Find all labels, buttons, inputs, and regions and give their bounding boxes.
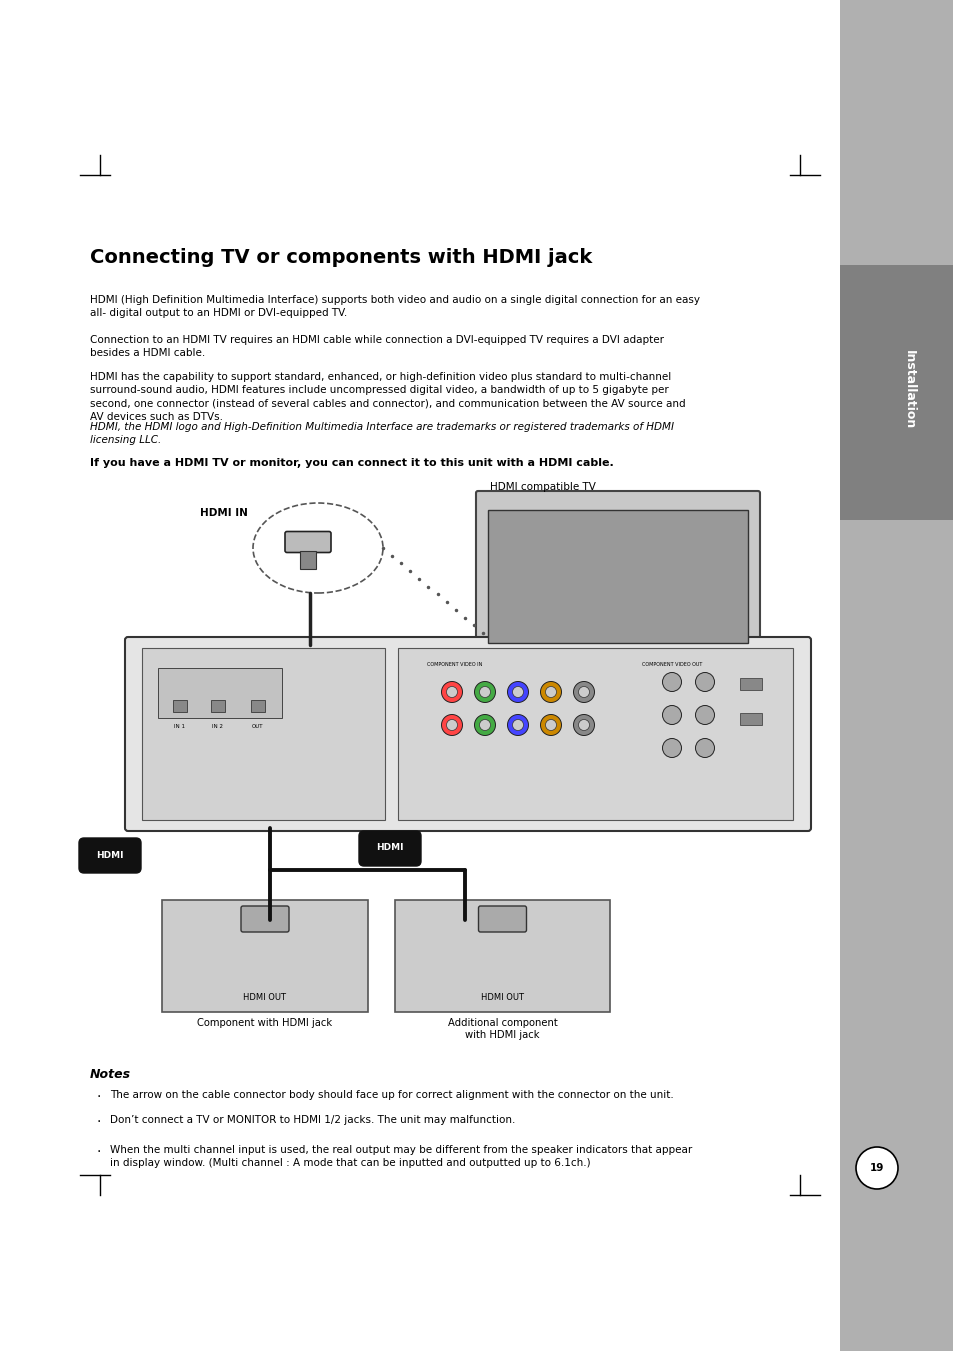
Circle shape [661,739,680,758]
Circle shape [446,720,457,731]
Text: Notes: Notes [90,1069,131,1081]
Text: 19: 19 [869,1163,883,1173]
FancyBboxPatch shape [125,638,810,831]
Circle shape [540,681,561,703]
Text: HDMI IN: HDMI IN [200,508,248,517]
FancyBboxPatch shape [476,490,760,661]
Circle shape [695,673,714,692]
Circle shape [695,739,714,758]
Text: HDMI OUT: HDMI OUT [243,993,286,1002]
Text: HDMI: HDMI [233,676,251,681]
Text: OUT: OUT [252,724,263,730]
Bar [397,648,792,820]
Text: Component with HDMI jack: Component with HDMI jack [197,1019,333,1028]
Circle shape [507,681,528,703]
Bar [299,550,315,569]
Bar [488,509,747,643]
Bar [840,265,953,520]
Circle shape [578,720,589,731]
Circle shape [661,673,680,692]
Bar [142,648,385,820]
Bar [740,678,761,690]
Text: When the multi channel input is used, the real output may be different from the : When the multi channel input is used, th… [110,1146,692,1169]
Text: IN 1: IN 1 [174,724,185,730]
Circle shape [573,715,594,735]
FancyBboxPatch shape [241,907,289,932]
Text: HDMI OUT: HDMI OUT [480,993,523,1002]
Circle shape [540,715,561,735]
Circle shape [545,686,556,697]
Text: Additional component
with HDMI jack: Additional component with HDMI jack [447,1019,557,1040]
Bar [575,671,659,680]
Bar [211,700,225,712]
Circle shape [474,681,495,703]
Circle shape [512,720,523,731]
Text: COMPONENT VIDEO OUT: COMPONENT VIDEO OUT [641,662,701,667]
Circle shape [695,705,714,724]
Circle shape [441,681,462,703]
Circle shape [441,715,462,735]
Circle shape [512,686,523,697]
Text: ·: · [97,1090,101,1104]
Bar [740,713,761,725]
Circle shape [578,686,589,697]
FancyBboxPatch shape [285,531,331,553]
Text: HDMI: HDMI [375,843,403,852]
Text: HDMI has the capability to support standard, enhanced, or high-definition video : HDMI has the capability to support stand… [90,372,685,422]
Text: HDMI compatible TV: HDMI compatible TV [490,482,596,492]
Bar [172,700,187,712]
Text: ·: · [97,1146,101,1159]
Circle shape [474,715,495,735]
Circle shape [855,1147,897,1189]
Text: IN 2: IN 2 [213,724,223,730]
Circle shape [479,686,490,697]
Text: The arrow on the cable connector body should face up for correct alignment with : The arrow on the cable connector body sh… [110,1090,673,1100]
Circle shape [446,686,457,697]
FancyBboxPatch shape [79,838,141,873]
Text: Connection to an HDMI TV requires an HDMI cable while connection a DVI-equipped : Connection to an HDMI TV requires an HDM… [90,335,663,358]
Bar [395,900,609,1012]
Circle shape [479,720,490,731]
Circle shape [507,715,528,735]
Bar [610,657,624,673]
Text: Don’t connect a TV or MONITOR to HDMI 1/2 jacks. The unit may malfunction.: Don’t connect a TV or MONITOR to HDMI 1/… [110,1115,515,1125]
Text: ·: · [97,1115,101,1129]
Text: Connecting TV or components with HDMI jack: Connecting TV or components with HDMI ja… [90,249,592,267]
Circle shape [661,705,680,724]
Bar [162,900,368,1012]
Text: Installation: Installation [902,350,915,430]
FancyBboxPatch shape [358,831,420,866]
Text: If you have a HDMI TV or monitor, you can connect it to this unit with a HDMI ca: If you have a HDMI TV or monitor, you ca… [90,458,613,467]
Bar [251,700,265,712]
Text: HDMI, the HDMI logo and High-Definition Multimedia Interface are trademarks or r: HDMI, the HDMI logo and High-Definition … [90,422,673,446]
Text: HDMI: HDMI [96,851,124,859]
Text: COMPONENT VIDEO IN: COMPONENT VIDEO IN [427,662,482,667]
Bar [158,667,282,717]
Circle shape [545,720,556,731]
FancyBboxPatch shape [478,907,526,932]
Bar [840,0,953,1351]
Text: HDMI (High Definition Multimedia Interface) supports both video and audio on a s: HDMI (High Definition Multimedia Interfa… [90,295,700,319]
Circle shape [573,681,594,703]
